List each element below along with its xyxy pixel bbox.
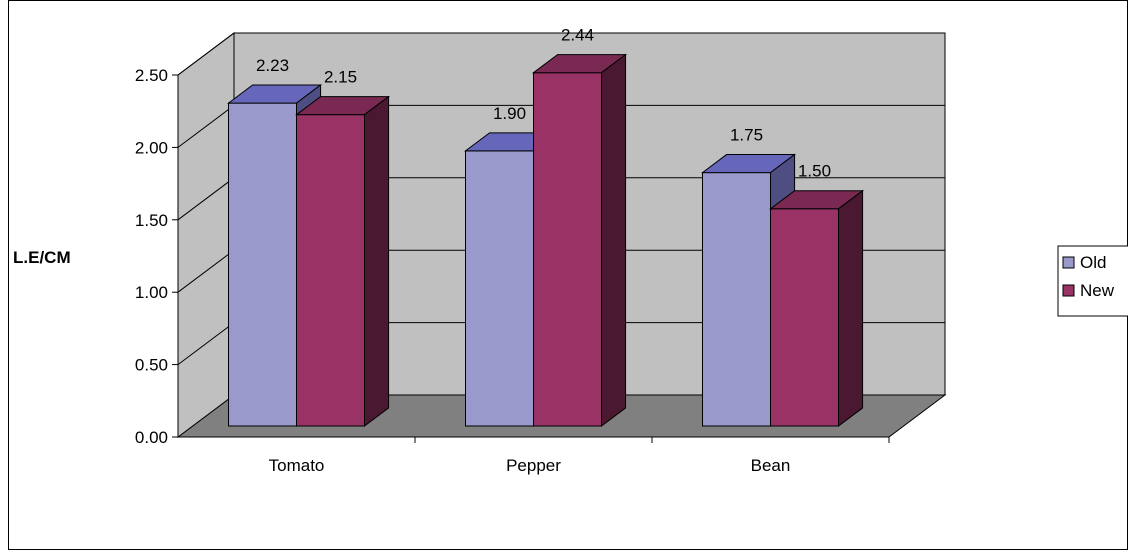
- data-label: 1.75: [730, 126, 763, 145]
- data-label: 2.15: [324, 68, 357, 87]
- bar-side: [364, 95, 390, 428]
- y-tick-label: 1.50: [135, 211, 168, 230]
- bar-front: [296, 114, 365, 427]
- y-axis-title: L.E/CM: [13, 248, 71, 267]
- y-tick-label: 0.50: [135, 356, 168, 375]
- x-tick-label: Pepper: [506, 456, 561, 475]
- x-tick-label: Bean: [751, 456, 791, 475]
- bar-front: [228, 102, 297, 427]
- bar-front: [770, 208, 839, 427]
- data-label: 1.50: [798, 162, 831, 181]
- bars: [226, 53, 865, 428]
- legend-label: Old: [1080, 253, 1106, 272]
- legend-swatch: [1062, 256, 1075, 269]
- bar-front: [533, 72, 602, 427]
- x-tick-label: Tomato: [269, 456, 325, 475]
- data-labels: 2.23 2.15 1.90 2.44 1.75 1.50: [256, 26, 831, 181]
- legend: Old New: [1057, 245, 1128, 317]
- bar-front: [702, 172, 771, 427]
- y-tick-label: 2.50: [135, 66, 168, 85]
- y-tick-label: 0.00: [135, 428, 168, 447]
- y-tick-label: 2.00: [135, 138, 168, 157]
- gridline: [177, 32, 945, 76]
- data-label: 2.44: [561, 26, 594, 45]
- legend-swatch: [1062, 284, 1075, 297]
- axes: 0.00 0.50 1.00 1.50 2.00 2.50 Tomato Pepper Bean: [135, 66, 890, 475]
- y-tick-label: 1.00: [135, 283, 168, 302]
- bar-side: [601, 53, 627, 427]
- data-label: 2.23: [256, 56, 289, 75]
- legend-label: New: [1080, 281, 1115, 300]
- bar-front: [465, 150, 534, 427]
- bar-side: [838, 189, 864, 427]
- data-label: 1.90: [493, 104, 526, 123]
- side-wall: [177, 32, 235, 438]
